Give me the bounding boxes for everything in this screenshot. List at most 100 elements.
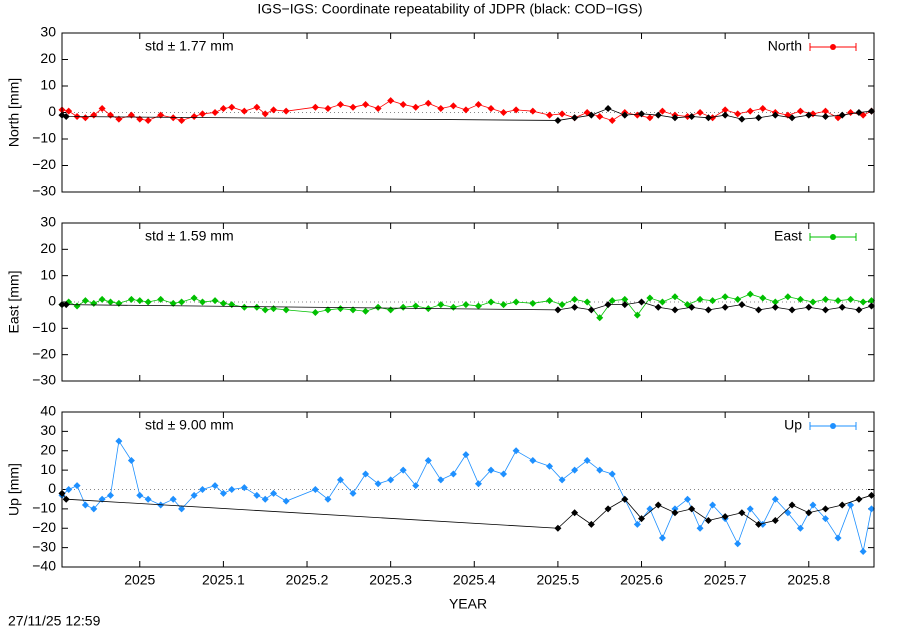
x-tick-label: 2025.3 — [369, 572, 412, 588]
y-tick-label: 20 — [40, 240, 56, 256]
data-point — [558, 110, 566, 118]
data-point — [734, 540, 742, 548]
data-point — [399, 466, 407, 474]
y-axis-label: East [mm] — [6, 270, 22, 333]
data-point — [571, 295, 579, 303]
data-point — [474, 480, 482, 488]
data-point — [596, 112, 604, 120]
data-point — [336, 101, 344, 109]
data-point — [738, 509, 746, 517]
y-axis-label: Up [mm] — [6, 463, 22, 516]
data-point — [115, 115, 123, 123]
data-point — [270, 106, 278, 114]
data-point — [62, 495, 70, 503]
y-tick-label: −10 — [32, 130, 56, 146]
data-point — [362, 101, 370, 109]
data-point — [721, 106, 729, 114]
data-point — [107, 491, 115, 499]
data-point — [671, 509, 679, 517]
data-point — [282, 107, 290, 115]
data-point — [127, 295, 135, 303]
y-tick-label: −30 — [32, 183, 56, 199]
data-point — [608, 470, 616, 478]
data-point — [638, 110, 646, 118]
data-point — [73, 482, 81, 490]
data-point — [178, 505, 186, 513]
data-point — [809, 298, 817, 306]
x-tick-label: 2025.5 — [536, 572, 579, 588]
data-point — [136, 491, 144, 499]
data-point — [621, 111, 629, 119]
data-point — [178, 116, 186, 124]
data-point — [771, 495, 779, 503]
data-point — [362, 470, 370, 478]
data-point — [90, 505, 98, 513]
data-point — [387, 97, 395, 105]
data-point — [684, 495, 692, 503]
data-point — [399, 303, 407, 311]
x-tick-label: 2025.4 — [453, 572, 496, 588]
data-point — [349, 489, 357, 497]
data-point — [646, 294, 654, 302]
data-point — [169, 114, 177, 122]
data-point — [546, 111, 554, 119]
annotation: std ± 1.77 mm — [145, 38, 234, 54]
data-point — [721, 513, 729, 521]
data-point — [424, 456, 432, 464]
y-tick-label: 20 — [40, 441, 56, 457]
data-point — [596, 314, 604, 322]
data-point — [169, 495, 177, 503]
data-point — [621, 295, 629, 303]
data-point — [62, 301, 70, 309]
data-point — [240, 107, 248, 115]
y-tick-label: −20 — [32, 519, 56, 535]
data-point — [658, 534, 666, 542]
data-point — [867, 297, 875, 305]
data-point — [654, 501, 662, 509]
data-point — [596, 466, 604, 474]
data-point — [696, 524, 704, 532]
data-point — [190, 112, 198, 120]
data-point — [412, 302, 420, 310]
y-tick-label: 30 — [40, 422, 56, 438]
data-point — [136, 297, 144, 305]
data-point — [671, 293, 679, 301]
y-tick-label: 10 — [40, 266, 56, 282]
y-axis-label: North [mm] — [6, 78, 22, 147]
data-point — [571, 466, 579, 474]
data-point — [867, 302, 875, 310]
data-point — [282, 306, 290, 314]
data-point — [755, 114, 763, 122]
data-point — [821, 112, 829, 120]
data-point — [704, 114, 712, 122]
data-point — [362, 307, 370, 315]
data-point — [399, 101, 407, 109]
data-point — [198, 486, 206, 493]
data-point — [755, 520, 763, 528]
data-point — [115, 437, 123, 445]
y-tick-label: −10 — [32, 319, 56, 335]
y-tick-label: −10 — [32, 500, 56, 516]
data-point — [709, 297, 717, 305]
data-point — [178, 298, 186, 306]
data-point — [834, 534, 842, 542]
data-point — [462, 106, 470, 114]
data-point — [587, 520, 595, 528]
data-point — [144, 116, 152, 124]
data-point — [374, 303, 382, 311]
data-point — [253, 303, 261, 311]
y-tick-label: −20 — [32, 345, 56, 361]
data-point — [240, 484, 248, 492]
data-point — [529, 107, 537, 115]
data-point — [449, 470, 457, 478]
data-point — [412, 482, 420, 490]
data-point — [805, 111, 813, 119]
data-point — [558, 476, 566, 484]
data-point — [721, 293, 729, 301]
data-point — [228, 103, 236, 111]
data-point — [704, 306, 712, 314]
plot-frame — [61, 32, 875, 193]
data-point — [219, 489, 227, 497]
data-point — [529, 299, 537, 307]
timestamp: 27/11/25 12:59 — [8, 613, 101, 629]
